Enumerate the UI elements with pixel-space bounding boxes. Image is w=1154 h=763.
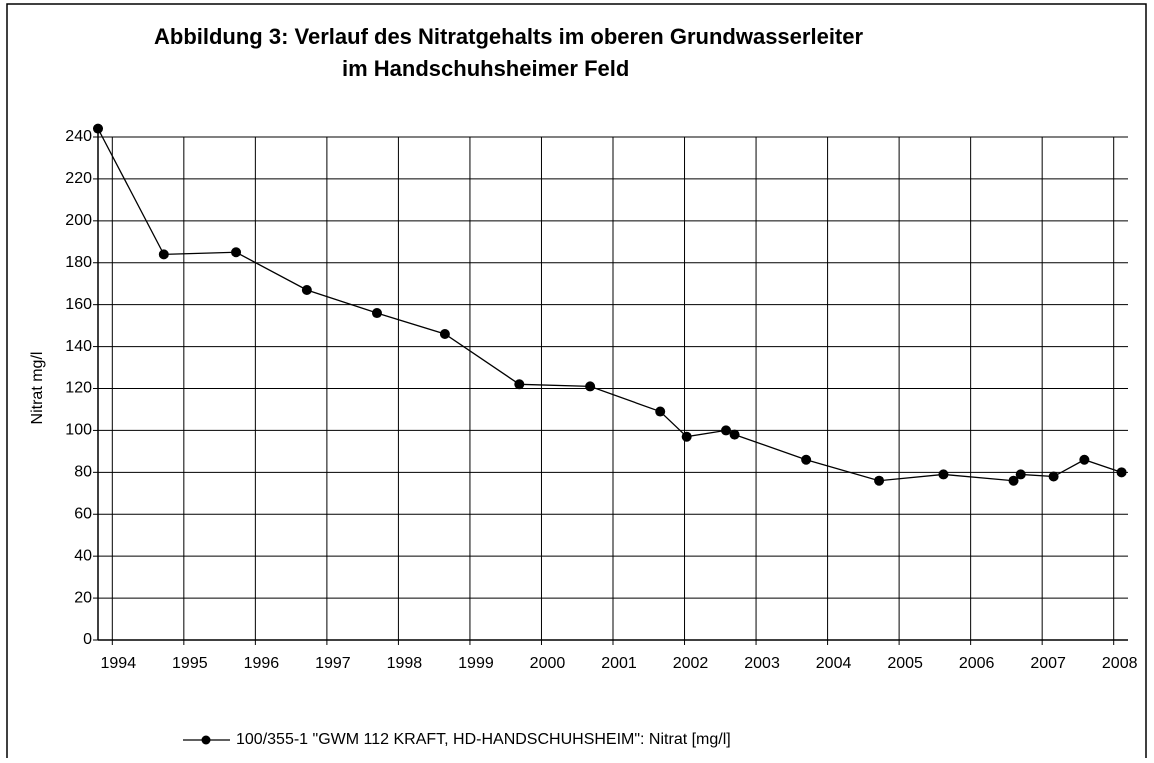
data-point <box>439 329 450 340</box>
y-tick-label: 20 <box>74 589 92 606</box>
data-point <box>1015 469 1026 480</box>
x-tick-label: 2004 <box>816 655 852 672</box>
data-point <box>801 454 812 465</box>
legend-label: 100/355-1 "GWM 112 KRAFT, HD-HANDSCHUHSH… <box>236 731 731 748</box>
chart-title: Abbildung 3: Verlauf des Nitratgehalts i… <box>154 24 863 49</box>
x-tick-label: 2001 <box>601 655 637 672</box>
data-point <box>938 469 949 480</box>
y-tick-label: 140 <box>65 338 92 355</box>
x-tick-label: 1994 <box>101 655 137 672</box>
y-tick-label: 100 <box>65 422 92 439</box>
data-point <box>1008 475 1019 486</box>
y-tick-label: 160 <box>65 296 92 313</box>
data-point <box>93 123 103 134</box>
y-tick-label: 0 <box>83 631 92 648</box>
x-tick-label: 2008 <box>1102 655 1138 672</box>
x-tick-label: 1997 <box>315 655 351 672</box>
data-point <box>301 284 312 295</box>
x-tick-label: 2007 <box>1030 655 1066 672</box>
data-point <box>585 381 596 392</box>
x-tick-label: 1995 <box>172 655 208 672</box>
x-tick-label: 2005 <box>887 655 923 672</box>
data-point <box>1079 454 1090 465</box>
data-point <box>1116 467 1127 478</box>
legend-marker <box>201 735 211 745</box>
x-tick-label: 1999 <box>458 655 494 672</box>
data-point <box>371 308 382 319</box>
y-tick-label: 80 <box>74 464 92 481</box>
frame <box>6 3 1147 758</box>
x-tick-label: 2002 <box>673 655 709 672</box>
data-point <box>1048 471 1059 482</box>
data-point <box>514 379 525 390</box>
y-tick-label: 200 <box>65 212 92 229</box>
data-point <box>681 431 692 442</box>
data-point <box>655 406 666 417</box>
y-tick-label: 180 <box>65 254 92 271</box>
y-tick-label: 220 <box>65 170 92 187</box>
data-point <box>231 247 242 258</box>
data-point <box>721 425 732 436</box>
y-tick-label: 60 <box>74 505 92 522</box>
x-tick-label: 1998 <box>387 655 423 672</box>
x-tick-label: 2006 <box>959 655 995 672</box>
y-tick-label: 120 <box>65 380 92 397</box>
x-tick-label: 2000 <box>530 655 566 672</box>
data-point <box>729 429 740 440</box>
x-tick-label: 1996 <box>244 655 280 672</box>
data-point <box>874 475 885 486</box>
y-tick-label: 240 <box>65 128 92 145</box>
y-axis-label: Nitrat mg/l <box>29 352 46 425</box>
chart-title: im Handschuhsheimer Feld <box>342 56 629 81</box>
data-point <box>158 249 169 260</box>
y-tick-label: 40 <box>74 547 92 564</box>
x-tick-label: 2003 <box>744 655 780 672</box>
